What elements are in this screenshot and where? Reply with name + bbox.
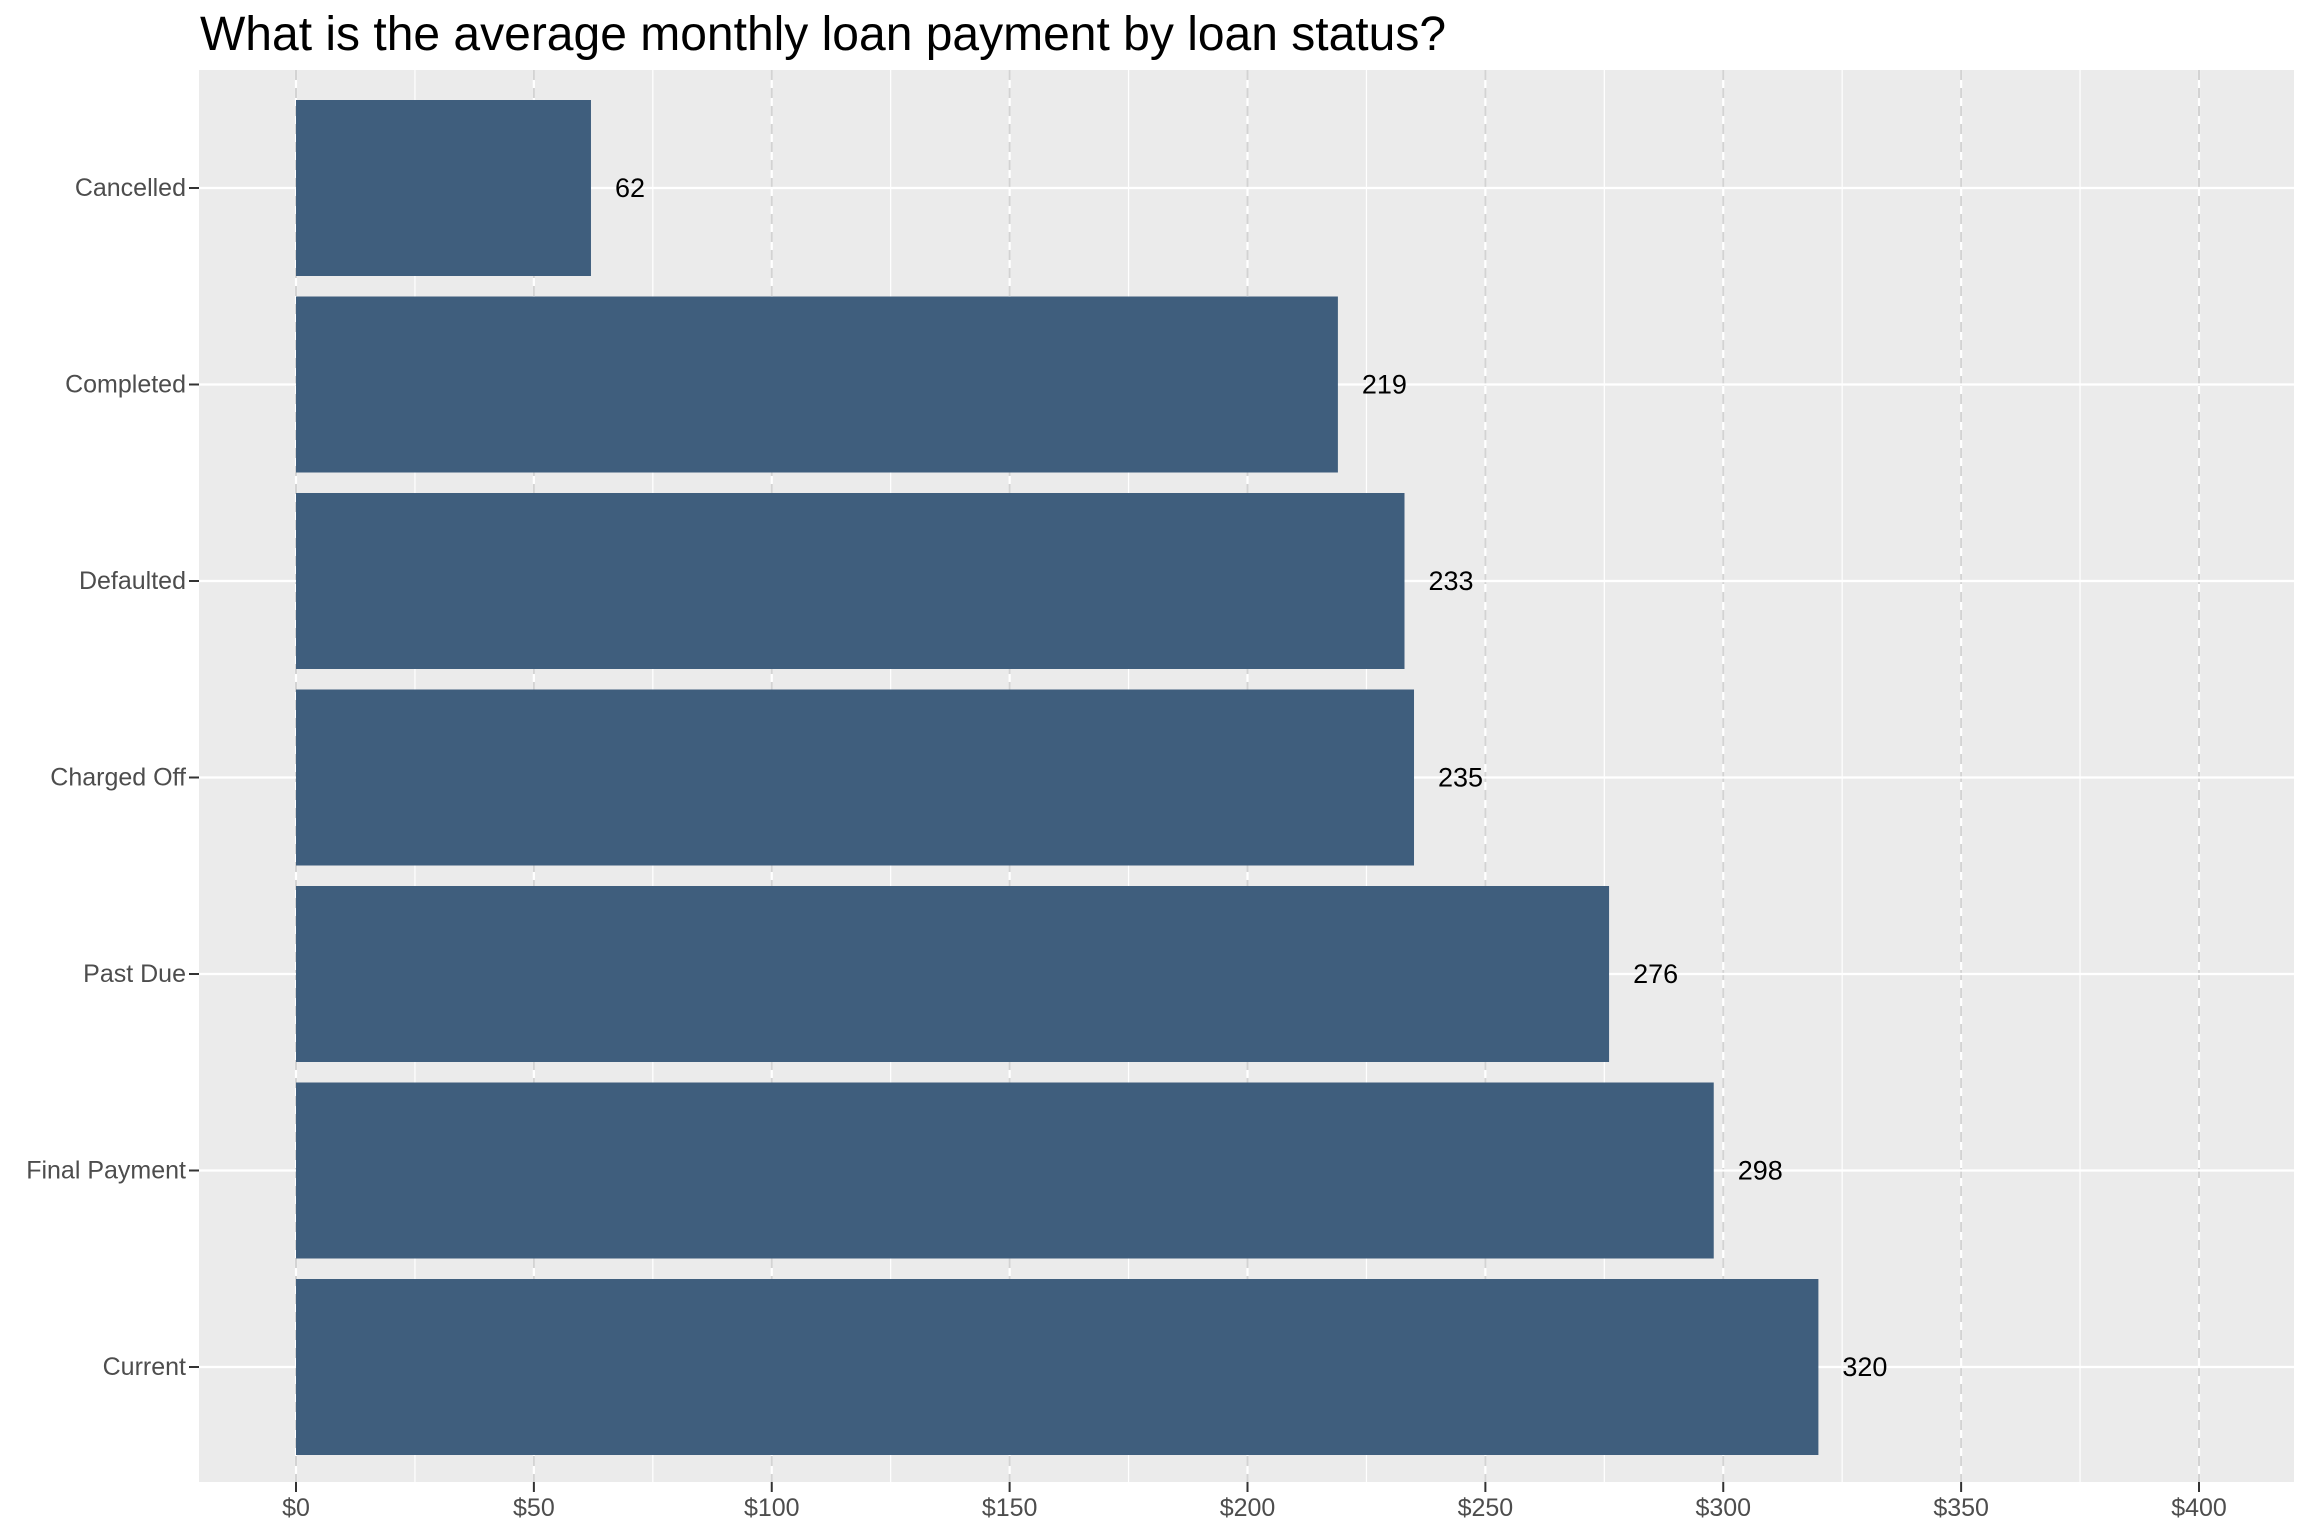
bar-value-label: 233 [1428, 566, 1473, 596]
x-axis: $0 $50 $100 $150 $200 $250 $300 $350 $400 [282, 1482, 2227, 1522]
x-tick-label: $400 [2171, 1494, 2227, 1522]
x-tick-label: $100 [744, 1494, 800, 1522]
y-axis: Cancelled Completed Defaulted Charged Off Pa… [26, 174, 199, 1381]
y-tick-label: Final Payment [26, 1157, 186, 1185]
y-tick-label: Defaulted [79, 567, 186, 595]
x-tick-label: $300 [1695, 1494, 1751, 1522]
x-tick-label: $50 [513, 1494, 555, 1522]
bar-final-payment [296, 1082, 1714, 1259]
bar-completed [296, 296, 1338, 473]
bar-past-due [296, 886, 1610, 1062]
y-tick-label: Charged Off [50, 764, 186, 792]
bar-value-label: 320 [1842, 1352, 1887, 1382]
x-tick-label: $200 [1220, 1494, 1276, 1522]
y-tick-label: Completed [65, 371, 186, 399]
bar-current [296, 1279, 1819, 1455]
y-tick-label: Current [103, 1353, 186, 1381]
x-tick-label: $350 [1933, 1494, 1989, 1522]
chart-title: What is the average monthly loan payment… [200, 8, 1446, 61]
bar-cancelled [296, 100, 591, 276]
bar-value-label: 62 [615, 173, 645, 203]
bar-charged-off [296, 689, 1415, 866]
bar-defaulted [296, 493, 1405, 669]
bar-value-label: 276 [1633, 959, 1678, 989]
x-tick-label: $150 [982, 1494, 1038, 1522]
x-tick-label: $0 [282, 1494, 310, 1522]
bar-value-label: 235 [1438, 763, 1483, 793]
bar-layer: 62 219 233 235 276 298 320 [296, 100, 1887, 1455]
y-tick-label: Past Due [83, 960, 186, 988]
x-tick-label: $250 [1458, 1494, 1514, 1522]
bar-value-label: 298 [1738, 1156, 1783, 1186]
bar-value-label: 219 [1362, 370, 1407, 400]
y-tick-label: Cancelled [75, 174, 186, 202]
